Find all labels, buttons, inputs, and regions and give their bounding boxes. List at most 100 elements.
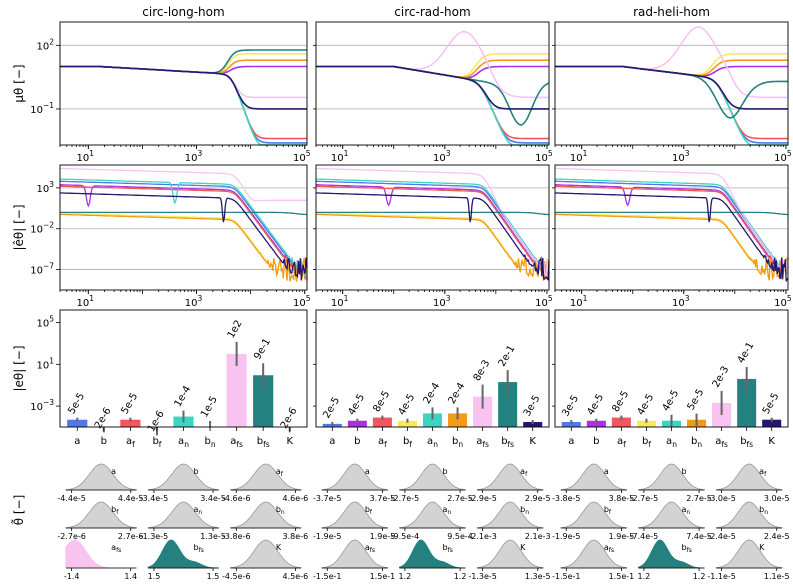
bar-bn bbox=[448, 413, 468, 427]
data-label: 4e-1 bbox=[736, 340, 757, 365]
category-label: bf bbox=[403, 436, 412, 449]
series-line-af bbox=[316, 185, 550, 280]
dist-right-label: 1.5e-1 bbox=[609, 572, 635, 581]
param-label: an bbox=[682, 505, 691, 516]
dist-right-label: 3.8e-5 bbox=[609, 494, 635, 503]
y-tick-label: 103 bbox=[36, 180, 54, 195]
dist-right-label: 1.2 bbox=[454, 572, 467, 581]
param-label: bfs bbox=[194, 543, 204, 554]
series-line-an bbox=[60, 65, 307, 146]
category-label: afs bbox=[476, 436, 489, 449]
density-curve bbox=[321, 463, 389, 491]
density-curve bbox=[147, 463, 220, 491]
density-curve bbox=[638, 539, 705, 569]
row2-panel-3: 101 103 105 bbox=[552, 164, 792, 309]
series-line-K bbox=[555, 65, 788, 110]
data-label: 8e-5 bbox=[371, 389, 392, 414]
density-curve bbox=[321, 539, 389, 569]
dist-left-label: -4.6e-6 bbox=[222, 494, 251, 503]
density-curve bbox=[715, 463, 783, 491]
dist-1-afs: afs -1.4 1.4 bbox=[64, 539, 137, 581]
series-line-af bbox=[555, 65, 788, 140]
bar-afs bbox=[226, 353, 247, 427]
param-label: a bbox=[111, 467, 116, 476]
dist-right-label: 2.7e-5 bbox=[686, 494, 712, 503]
dist-right-label: 1.9e-5 bbox=[609, 532, 635, 541]
dist-3-af: af -3.0e-5 3.0e-5 bbox=[707, 463, 790, 503]
y-tick-label: 105 bbox=[36, 315, 54, 330]
axes-frame bbox=[554, 21, 789, 146]
data-label: 8e-5 bbox=[610, 389, 631, 414]
axes-frame bbox=[315, 309, 550, 428]
category-label: af bbox=[126, 436, 135, 449]
data-label: 1e2 bbox=[226, 319, 245, 341]
series-line-a bbox=[555, 65, 788, 144]
series-line-a bbox=[60, 65, 307, 144]
series-line-af bbox=[60, 65, 307, 140]
series-line-b bbox=[555, 184, 789, 276]
dist-left-label: -1.3e-5 bbox=[468, 572, 497, 581]
category-label: af bbox=[378, 436, 387, 449]
axes-frame bbox=[554, 309, 789, 428]
axes-frame bbox=[59, 21, 308, 146]
bar-afs bbox=[712, 402, 732, 427]
param-label: af bbox=[759, 467, 767, 478]
dist-right-label: 4.6e-6 bbox=[283, 494, 309, 503]
x-tick-label: 101 bbox=[570, 294, 588, 309]
series-line-b bbox=[555, 65, 788, 77]
series-line-bn bbox=[316, 59, 549, 79]
category-label: bf bbox=[152, 436, 161, 449]
dist-right-label: 4.5e-6 bbox=[283, 572, 309, 581]
dist-left-label: -3.4e-5 bbox=[140, 494, 169, 503]
axes-frame bbox=[554, 164, 789, 291]
dist-right-label: 1.1e-5 bbox=[764, 572, 790, 581]
series-line-K bbox=[60, 65, 307, 110]
series-line-a bbox=[555, 180, 789, 274]
series-line-an bbox=[59, 178, 308, 278]
data-label: 2e-5 bbox=[321, 395, 342, 420]
dist-1-af: af -4.6e-6 4.6e-6 bbox=[222, 463, 309, 503]
category-label: K bbox=[286, 436, 293, 447]
category-label: bfs bbox=[257, 436, 270, 449]
bar-a bbox=[67, 419, 88, 427]
series-line-afs bbox=[316, 167, 550, 277]
category-label: afs bbox=[715, 436, 728, 449]
bar-bfs bbox=[253, 375, 274, 427]
dist-left-label: -9.5e-4 bbox=[391, 532, 420, 541]
dist-2-K: K -1.3e-5 1.3e-5 bbox=[468, 539, 551, 581]
x-tick-label: 103 bbox=[433, 149, 451, 164]
dist-right-label: 1.3e-5 bbox=[200, 532, 226, 541]
dist-3-b: b -2.7e-5 2.7e-5 bbox=[630, 463, 712, 503]
dist-left-label: -2.7e-6 bbox=[57, 532, 86, 541]
series-line-a bbox=[316, 65, 549, 144]
data-label: 1e-6 bbox=[146, 409, 167, 434]
x-tick-label: 103 bbox=[185, 149, 203, 164]
bar-af bbox=[372, 417, 392, 427]
category-label: a bbox=[568, 436, 574, 447]
dist-left-label: -3.7e-5 bbox=[313, 494, 342, 503]
dist-2-bn: bn -2.1e-3 2.1e-3 bbox=[468, 501, 551, 541]
data-label: 9e-1 bbox=[252, 337, 273, 362]
series-line-afs bbox=[555, 167, 789, 274]
dist-3-bn: bn -2.4e-5 2.4e-5 bbox=[707, 501, 790, 541]
row2-panel-1: 101 103 105 103 10−2 10−7 bbox=[30, 164, 311, 309]
density-curve bbox=[560, 463, 628, 491]
param-label: bf bbox=[111, 505, 119, 516]
density-curve bbox=[638, 463, 705, 491]
density-curve bbox=[230, 501, 302, 529]
dist-3-afs: afs -1.5e-1 1.5e-1 bbox=[552, 539, 635, 581]
series-line-K bbox=[315, 192, 550, 281]
dist-right-label: 2.1e-3 bbox=[525, 532, 551, 541]
x-tick-label: 105 bbox=[774, 294, 792, 309]
x-tick-label: 101 bbox=[331, 294, 349, 309]
param-label: bn bbox=[759, 505, 768, 516]
dist-right-label: 9.5e-4 bbox=[447, 532, 473, 541]
series-line-K bbox=[316, 65, 549, 110]
y-tick-label: 10−1 bbox=[30, 101, 54, 116]
bar-bfs bbox=[737, 378, 757, 427]
density-curve bbox=[560, 501, 628, 529]
bar-b bbox=[586, 420, 606, 427]
dist-left-label: -2.9e-5 bbox=[468, 494, 497, 503]
dist-1-b: b -3.4e-5 3.4e-5 bbox=[140, 463, 226, 503]
